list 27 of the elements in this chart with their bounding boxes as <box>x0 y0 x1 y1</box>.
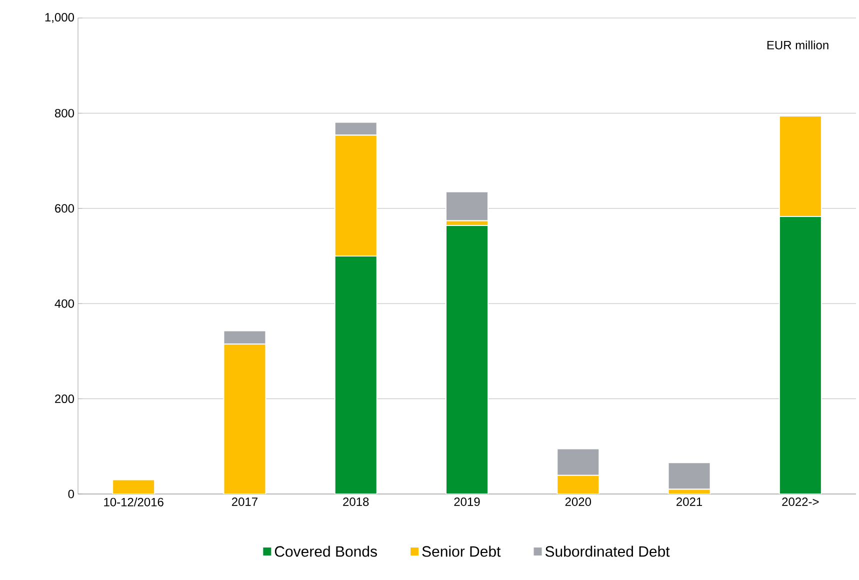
annotation: EUR million <box>767 40 828 50</box>
bar <box>556 448 600 476</box>
bar <box>223 344 266 494</box>
x-tick-label: 2019 <box>454 498 480 506</box>
bar <box>334 122 378 136</box>
y-tick-label: 1,000 <box>45 13 74 23</box>
x-tick-label: 2017 <box>232 498 258 506</box>
bar <box>334 134 378 256</box>
bar <box>112 479 156 494</box>
legend-label: Senior Debt <box>422 546 501 557</box>
bar <box>556 474 600 494</box>
bar <box>778 116 822 217</box>
bar <box>223 330 266 345</box>
x-tick-label: 2021 <box>676 498 702 506</box>
bar <box>446 191 488 222</box>
legend-label: Covered Bonds <box>274 546 377 557</box>
bar <box>668 462 711 490</box>
x-tick-label: 2018 <box>343 498 369 506</box>
x-tick-label: 10-12/2016 <box>104 498 164 506</box>
y-tick-label: 800 <box>54 108 74 118</box>
y-tick-label: 400 <box>54 299 74 308</box>
y-tick-label: 0 <box>68 490 74 498</box>
x-tick-label: 2022-> <box>782 498 819 506</box>
x-tick-label: 2020 <box>565 498 592 506</box>
y-tick-label: 200 <box>55 394 74 404</box>
legend-label: Subordinated Debt <box>545 546 670 557</box>
y-tick-label: 600 <box>55 204 74 213</box>
